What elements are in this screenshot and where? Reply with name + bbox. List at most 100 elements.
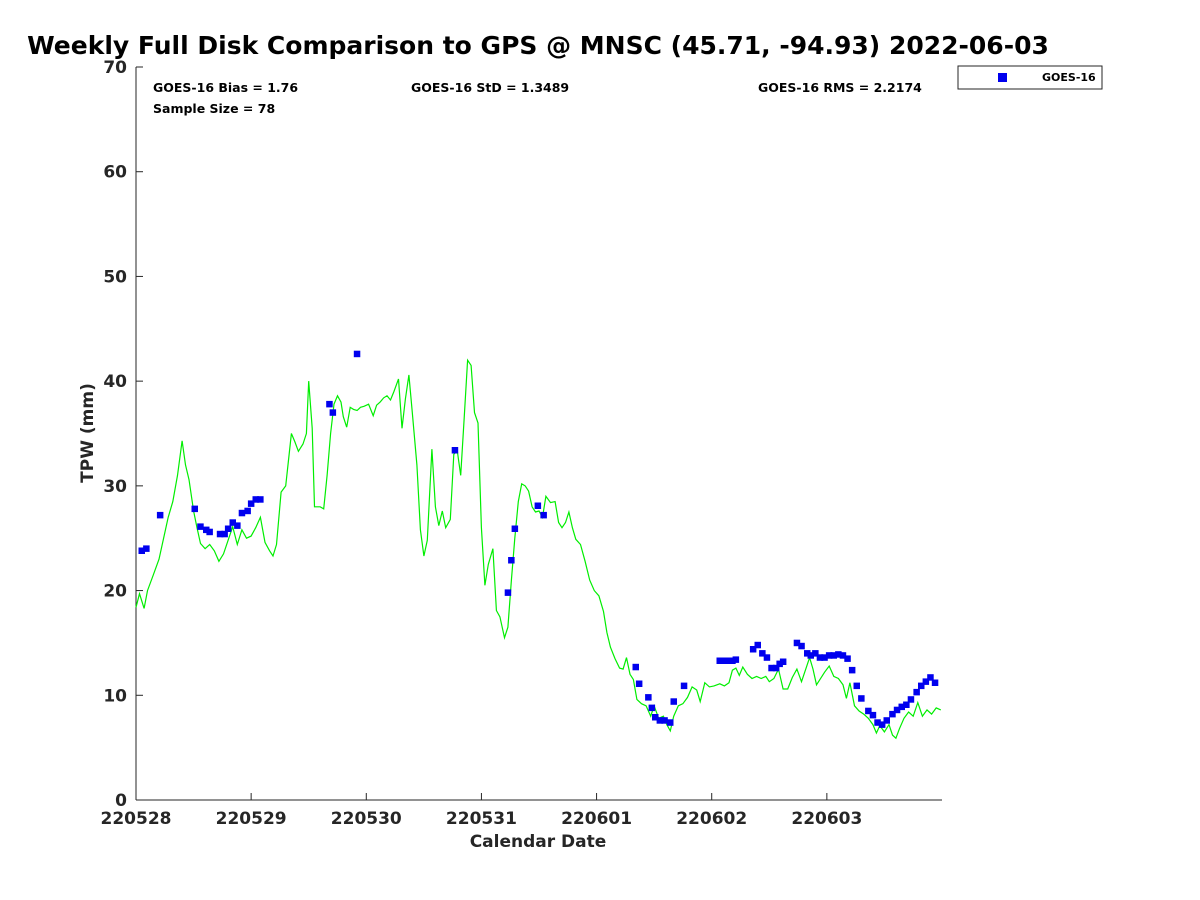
y-tick-label: 40 [103, 372, 127, 392]
goes16-data-point [721, 657, 728, 664]
x-tick-label: 220531 [446, 809, 517, 829]
goes16-data-point [138, 547, 145, 554]
goes16-data-point [632, 663, 639, 671]
goes16-data-point [927, 674, 934, 681]
goes16-data-point [816, 654, 824, 661]
y-tick-label: 0 [115, 791, 127, 811]
goes16-data-point [656, 717, 664, 724]
goes16-data-point [221, 530, 228, 538]
goes16-points-group [138, 350, 939, 728]
goes16-data-point [903, 701, 910, 708]
goes16-data-point [234, 522, 241, 529]
goes16-data-point [804, 650, 811, 657]
legend: GOES-16 [957, 65, 1103, 90]
y-axis-label: TPW (mm) [78, 383, 98, 483]
goes16-data-point [821, 654, 828, 661]
goes16-data-point [229, 519, 236, 526]
goes16-data-point [922, 678, 930, 685]
goes16-data-point [451, 447, 459, 454]
goes16-data-point [869, 711, 877, 719]
goes16-data-point [534, 502, 542, 509]
goes16-data-point [812, 650, 819, 657]
goes16-data-point [635, 680, 643, 687]
rms-stat: GOES-16 RMS = 2.2174 [758, 80, 922, 95]
y-tick-label: 70 [103, 58, 127, 78]
goes16-data-point [724, 657, 732, 664]
goes16-data-point [918, 682, 925, 690]
goes16-data-point [830, 652, 837, 659]
x-tick-label: 220601 [561, 809, 632, 829]
goes16-data-point [754, 641, 761, 649]
goes16-data-point [645, 694, 652, 701]
std-stat: GOES-16 StD = 1.3489 [411, 80, 569, 95]
goes16-data-point [853, 682, 860, 690]
y-tick-label: 60 [103, 163, 127, 183]
goes16-data-point [716, 657, 723, 664]
goes16-data-point [244, 507, 251, 515]
goes16-data-point [858, 695, 865, 702]
goes16-data-point [865, 707, 872, 715]
x-tick-label: 220603 [791, 809, 862, 829]
goes16-data-point [931, 679, 939, 686]
goes16-data-point [661, 717, 668, 724]
goes16-data-point [511, 525, 519, 532]
goes16-data-point [353, 350, 361, 358]
plot-area [135, 67, 942, 801]
goes16-data-point [252, 496, 259, 503]
sample-size-stat: Sample Size = 78 [153, 101, 275, 116]
goes16-data-point [197, 523, 204, 530]
goes16-data-point [329, 409, 337, 416]
goes16-data-point [206, 528, 213, 536]
goes16-data-point [224, 525, 232, 532]
goes16-data-point [807, 652, 814, 659]
goes16-data-point [768, 664, 775, 672]
goes16-data-point [508, 557, 515, 564]
goes16-data-point [889, 710, 896, 718]
legend-box [957, 65, 1103, 90]
goes16-data-point [216, 530, 224, 538]
goes16-data-point [156, 511, 164, 519]
goes16-data-point [191, 505, 198, 513]
plot-background [136, 67, 942, 800]
bias-stat: GOES-16 Bias = 1.76 [153, 80, 298, 95]
goes16-data-point [759, 650, 766, 657]
goes16-data-point [878, 721, 886, 728]
x-tick-label: 220530 [331, 809, 402, 829]
goes16-data-point [667, 719, 674, 726]
gps-tpw-line-group [135, 358, 942, 740]
goes16-data-point [540, 511, 547, 519]
goes16-data-point [772, 664, 780, 672]
goes16-data-point [749, 646, 757, 653]
goes16-data-point [779, 658, 787, 665]
goes16-data-point [913, 688, 920, 696]
goes16-data-point [729, 657, 736, 664]
goes16-data-point [257, 496, 264, 503]
y-axis-ticks: 0 10 20 30 40 50 60 70 [103, 58, 143, 811]
goes16-data-point [247, 500, 255, 507]
y-tick-label: 10 [103, 686, 127, 706]
y-tick-label: 30 [103, 477, 127, 497]
goes16-data-point [825, 652, 833, 659]
y-tick-label: 50 [103, 267, 127, 287]
goes16-data-point [670, 698, 677, 705]
goes16-data-point [652, 714, 659, 721]
goes16-data-point [648, 704, 656, 712]
goes16-data-point [776, 660, 783, 668]
x-axis-ticks: 220528 220529 220530 220531 220601 220602 2206… [101, 793, 862, 829]
x-tick-label: 220602 [676, 809, 747, 829]
y-tick-label: 20 [103, 582, 127, 602]
goes16-data-point [763, 654, 771, 661]
goes16-data-point [907, 696, 915, 703]
chart-title: Weekly Full Disk Comparison to GPS @ MNS… [27, 31, 1049, 60]
goes16-data-point [680, 682, 688, 690]
goes16-data-point [732, 656, 740, 663]
legend-marker-square [998, 73, 1007, 82]
x-tick-label: 220528 [101, 809, 172, 829]
x-tick-label: 220529 [216, 809, 287, 829]
goes16-data-point [203, 526, 210, 534]
goes16-data-point [848, 666, 856, 674]
goes16-data-point [798, 642, 805, 650]
goes16-data-point [835, 651, 842, 658]
gps-tpw-line [135, 358, 942, 740]
